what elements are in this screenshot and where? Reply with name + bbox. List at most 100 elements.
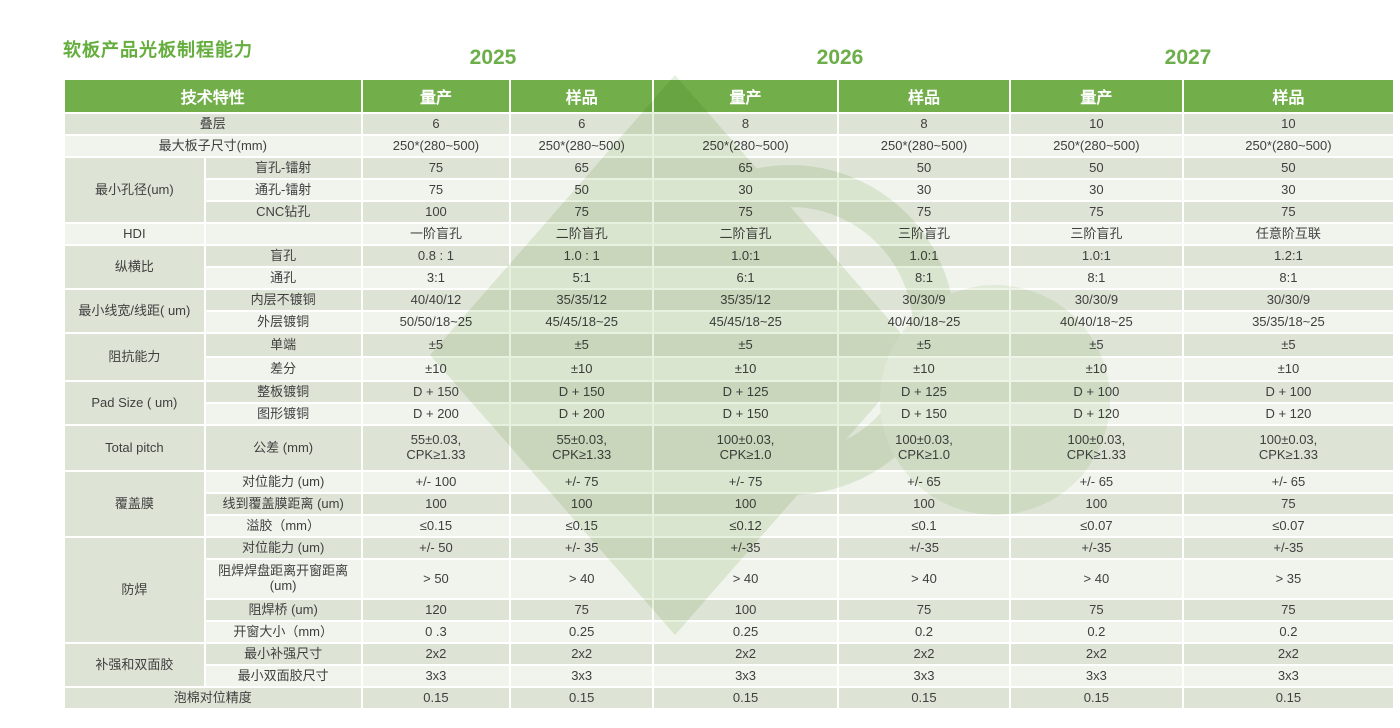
value-cell: +/- 75 bbox=[654, 472, 838, 492]
table-row: 叠层 6 6 8 8 10 10 bbox=[65, 114, 1393, 134]
value-cell: 0.15 bbox=[654, 688, 838, 708]
value-cell: 0.15 bbox=[511, 688, 653, 708]
value-cell: 2x2 bbox=[362, 644, 510, 664]
value-cell: ±10 bbox=[362, 358, 510, 380]
value-cell: 0 .3 bbox=[362, 622, 510, 642]
value-cell: 二阶盲孔 bbox=[511, 224, 653, 244]
value-cell: > 40 bbox=[1010, 560, 1182, 598]
value-cell: ≤0.07 bbox=[1010, 516, 1182, 536]
value-cell: 35/35/18~25 bbox=[1183, 312, 1393, 332]
table-row: 通孔-镭射 75 50 30 30 30 30 bbox=[65, 180, 1393, 200]
value-cell: > 50 bbox=[362, 560, 510, 598]
category-cell: HDI bbox=[65, 224, 204, 244]
value-cell: 3x3 bbox=[1010, 666, 1182, 686]
value-cell: 75 bbox=[511, 202, 653, 222]
value-cell: 65 bbox=[511, 158, 653, 178]
category-cell: 覆盖膜 bbox=[65, 472, 204, 536]
table-row: 阻焊焊盘距离开窗距离 (um) > 50 > 40 > 40 > 40 > 40 > 35 bbox=[65, 560, 1393, 598]
value-cell: ±5 bbox=[654, 334, 838, 356]
value-cell: ≤0.12 bbox=[654, 516, 838, 536]
header-mass-2027: 量产 bbox=[1010, 80, 1182, 112]
row-label bbox=[205, 224, 361, 244]
value-cell: ±5 bbox=[1183, 334, 1393, 356]
value-cell: > 40 bbox=[839, 560, 1009, 598]
value-cell: 100±0.03, CPK≥1.0 bbox=[839, 426, 1009, 470]
category-cell: 最小线宽/线距( um) bbox=[65, 290, 204, 332]
value-cell: 3x3 bbox=[511, 666, 653, 686]
value-cell: +/-35 bbox=[1010, 538, 1182, 558]
category-cell: 纵横比 bbox=[65, 246, 204, 288]
value-cell: 三阶盲孔 bbox=[839, 224, 1009, 244]
value-cell: +/- 35 bbox=[511, 538, 653, 558]
value-cell: ±5 bbox=[1010, 334, 1182, 356]
value-cell: 250*(280~500) bbox=[362, 136, 510, 156]
value-cell: 100 bbox=[362, 494, 510, 514]
value-cell: > 35 bbox=[1183, 560, 1393, 598]
table-row: Total pitch 公差 (mm) 55±0.03, CPK≥1.33 55±0.… bbox=[65, 426, 1393, 470]
value-cell: 40/40/18~25 bbox=[1010, 312, 1182, 332]
value-cell: 10 bbox=[1010, 114, 1182, 134]
value-cell: +/-35 bbox=[839, 538, 1009, 558]
value-cell: ±10 bbox=[654, 358, 838, 380]
table-row: 通孔 3:1 5:1 6:1 8:1 8:1 8:1 bbox=[65, 268, 1393, 288]
value-cell: 2x2 bbox=[1010, 644, 1182, 664]
value-cell: 0.25 bbox=[654, 622, 838, 642]
value-cell: 75 bbox=[362, 180, 510, 200]
value-cell: 30/30/9 bbox=[1183, 290, 1393, 310]
value-cell: ±10 bbox=[1183, 358, 1393, 380]
value-cell: 45/45/18~25 bbox=[511, 312, 653, 332]
value-cell: D + 120 bbox=[1010, 404, 1182, 424]
value-cell: 0.2 bbox=[1183, 622, 1393, 642]
header-sample-2026: 样品 bbox=[839, 80, 1009, 112]
value-cell: 6 bbox=[362, 114, 510, 134]
header-mass-2025: 量产 bbox=[362, 80, 510, 112]
value-cell: 100±0.03, CPK≥1.33 bbox=[1183, 426, 1393, 470]
value-cell: 250*(280~500) bbox=[1010, 136, 1182, 156]
value-cell: ±10 bbox=[839, 358, 1009, 380]
value-cell: 0.2 bbox=[839, 622, 1009, 642]
value-cell: ±5 bbox=[839, 334, 1009, 356]
row-label: 外层镀铜 bbox=[205, 312, 361, 332]
value-cell: 0.15 bbox=[839, 688, 1009, 708]
value-cell: 0.15 bbox=[362, 688, 510, 708]
value-cell: 75 bbox=[839, 600, 1009, 620]
value-cell: 75 bbox=[511, 600, 653, 620]
value-cell: +/-35 bbox=[1183, 538, 1393, 558]
value-cell: 二阶盲孔 bbox=[654, 224, 838, 244]
row-label: 线到覆盖膜距离 (um) bbox=[205, 494, 361, 514]
category-cell: 最小孔径(um) bbox=[65, 158, 204, 222]
value-cell: 65 bbox=[654, 158, 838, 178]
value-cell: +/-35 bbox=[654, 538, 838, 558]
value-cell: D + 120 bbox=[1183, 404, 1393, 424]
value-cell: 75 bbox=[362, 158, 510, 178]
value-cell: D + 150 bbox=[511, 382, 653, 402]
header-feature: 技术特性 bbox=[65, 80, 361, 112]
value-cell: 8 bbox=[839, 114, 1009, 134]
value-cell: ≤0.07 bbox=[1183, 516, 1393, 536]
value-cell: D + 200 bbox=[511, 404, 653, 424]
value-cell: 55±0.03, CPK≥1.33 bbox=[362, 426, 510, 470]
value-cell: 50 bbox=[839, 158, 1009, 178]
year-label-2027: 2027 bbox=[1164, 46, 1212, 69]
value-cell: 250*(280~500) bbox=[654, 136, 838, 156]
value-cell: 100 bbox=[654, 494, 838, 514]
value-cell: 30 bbox=[839, 180, 1009, 200]
value-cell: 75 bbox=[1183, 600, 1393, 620]
value-cell: 8 bbox=[654, 114, 838, 134]
value-cell: 100 bbox=[362, 202, 510, 222]
value-cell: 1.0:1 bbox=[839, 246, 1009, 266]
value-cell: 1.2:1 bbox=[1183, 246, 1393, 266]
table-row: HDI 一阶盲孔 二阶盲孔 二阶盲孔 三阶盲孔 三阶盲孔 任意阶互联 bbox=[65, 224, 1393, 244]
value-cell: 30 bbox=[654, 180, 838, 200]
value-cell: 100 bbox=[511, 494, 653, 514]
value-cell: 3:1 bbox=[362, 268, 510, 288]
value-cell: 30 bbox=[1183, 180, 1393, 200]
row-label: 开窗大小（mm） bbox=[205, 622, 361, 642]
table-row: 线到覆盖膜距离 (um) 100 100 100 100 100 75 bbox=[65, 494, 1393, 514]
table-row: 图形镀铜 D + 200 D + 200 D + 150 D + 150 D + 120 D… bbox=[65, 404, 1393, 424]
value-cell: 250*(280~500) bbox=[511, 136, 653, 156]
value-cell: D + 125 bbox=[839, 382, 1009, 402]
table-row: 防焊 对位能力 (um) +/- 50 +/- 35 +/-35 +/-35 +/-35 +/… bbox=[65, 538, 1393, 642]
year-label-2026: 2026 bbox=[816, 46, 864, 69]
header-sample-2025: 样品 bbox=[511, 80, 653, 112]
